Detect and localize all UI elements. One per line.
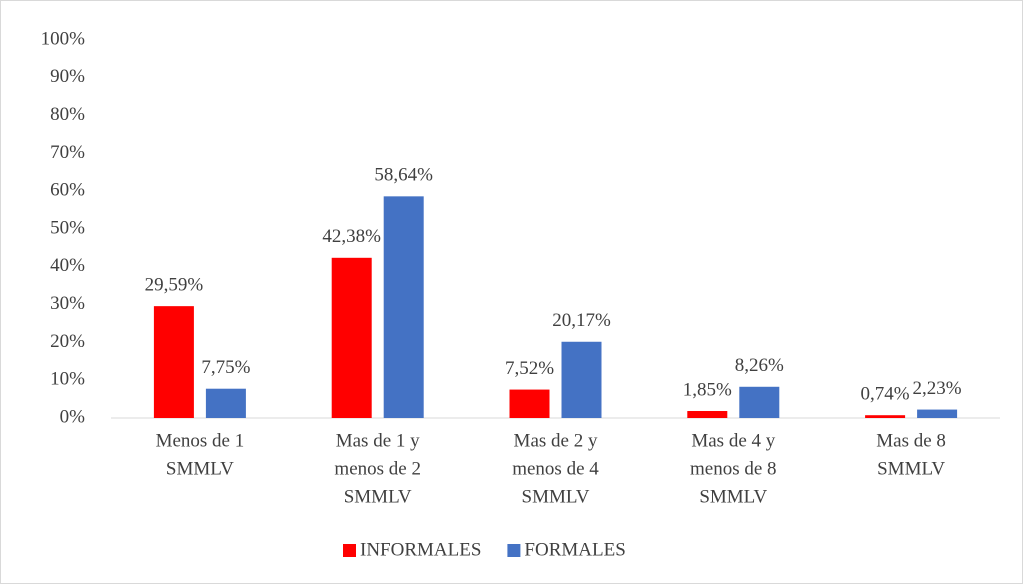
x-tick-label: SMMLV — [877, 458, 945, 479]
y-tick-label: 70% — [50, 142, 85, 163]
legend-swatch — [343, 544, 356, 557]
y-tick-label: 40% — [50, 255, 85, 276]
data-label: 7,75% — [201, 357, 250, 378]
x-tick-label: menos de 4 — [512, 458, 599, 479]
data-label: 2,23% — [913, 378, 962, 399]
data-label: 7,52% — [505, 358, 554, 379]
y-tick-label: 30% — [50, 293, 85, 314]
x-tick-label: SMMLV — [522, 486, 590, 507]
data-label: 29,59% — [145, 275, 204, 296]
x-tick-label: menos de 8 — [690, 458, 777, 479]
data-label: 1,85% — [683, 379, 732, 400]
legend-swatch — [507, 544, 521, 557]
data-label: 42,38% — [322, 226, 381, 247]
y-tick-label: 60% — [50, 180, 85, 201]
y-tick-label: 90% — [50, 66, 85, 87]
x-tick-label: Menos de 1 — [156, 430, 245, 451]
x-tick-label: menos de 2 — [334, 458, 421, 479]
y-tick-label: 20% — [50, 331, 85, 352]
bar — [153, 306, 194, 418]
data-label: 58,64% — [374, 165, 433, 186]
data-label: 20,17% — [552, 310, 611, 331]
bar — [865, 415, 906, 418]
data-label: 0,74% — [861, 384, 910, 405]
bar — [509, 389, 550, 418]
x-tick-label: Mas de 8 — [876, 430, 946, 451]
x-tick-label: Mas de 1 y — [336, 430, 420, 451]
y-tick-label: 80% — [50, 104, 85, 125]
x-tick-label: SMMLV — [699, 486, 767, 507]
bar — [205, 388, 246, 418]
bar — [383, 196, 424, 418]
bar — [561, 341, 602, 418]
bar — [331, 257, 372, 418]
data-label: 8,26% — [735, 355, 784, 376]
bar — [917, 409, 958, 418]
y-tick-label: 10% — [50, 369, 85, 390]
legend-label: INFORMALES — [360, 539, 481, 560]
x-tick-label: Mas de 4 y — [691, 430, 775, 451]
x-tick-label: SMMLV — [344, 486, 412, 507]
legend-label: FORMALES — [524, 539, 625, 560]
bar — [739, 386, 780, 418]
x-tick-label: Mas de 2 y — [514, 430, 598, 451]
x-tick-label: SMMLV — [166, 458, 234, 479]
bar — [687, 411, 728, 418]
y-tick-label: 100% — [41, 28, 86, 49]
y-tick-label: 50% — [50, 217, 85, 238]
y-tick-label: 0% — [60, 406, 86, 427]
